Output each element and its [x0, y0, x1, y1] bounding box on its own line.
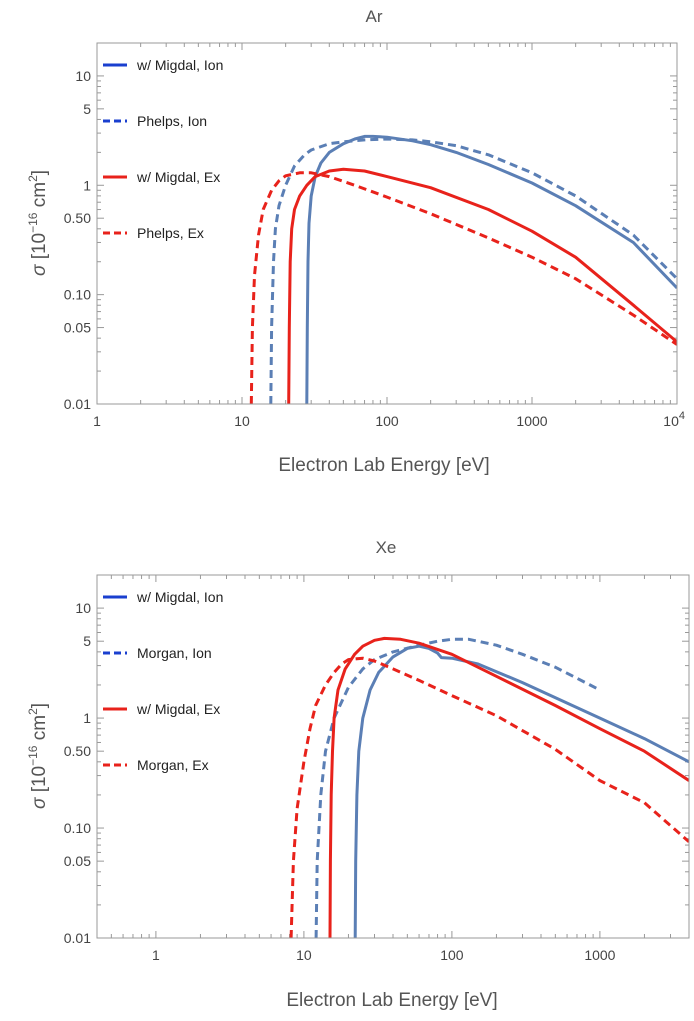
legend-label: Phelps, Ion	[137, 113, 207, 129]
series-line	[305, 134, 677, 404]
series-layer	[249, 134, 677, 404]
y-axis-label: σ [10−16 cm2]	[26, 170, 50, 276]
y-tick-label: 0.01	[64, 930, 91, 946]
ticks-layer	[96, 42, 678, 405]
y-tick-label: 1	[83, 710, 91, 726]
chart-title: Ar	[366, 7, 383, 26]
series-line	[314, 637, 601, 938]
x-tick-label: 10	[296, 947, 312, 963]
series-line	[289, 656, 689, 938]
legend-label: Phelps, Ex	[137, 225, 204, 241]
y-tick-label: 5	[83, 101, 91, 117]
x-tick-label: 1	[93, 413, 101, 429]
x-axis-label: Electron Lab Energy [eV]	[286, 990, 497, 1011]
series-line	[249, 171, 677, 404]
tick-labels-layer: 1 10 100 1000 0.01 0.05 0.10 0.50 1 5 10	[64, 600, 616, 963]
y-tick-label: 0.50	[64, 210, 91, 226]
chart-xe: Xe 1 10 100 1000 0.01 0.05 0.10 0.50 1 5 10 w/ Mig…	[26, 538, 690, 1011]
y-tick-label: 1	[83, 177, 91, 193]
y-axis-label: σ [10−16 cm2]	[26, 703, 50, 809]
legend-label: Morgan, Ex	[137, 757, 209, 773]
y-tick-label: 0.05	[64, 853, 91, 869]
x-tick-label: 100	[375, 413, 399, 429]
legend-label: w/ Migdal, Ex	[136, 169, 220, 185]
legend-label: Morgan, Ion	[137, 645, 212, 661]
y-tick-label: 0.50	[64, 743, 91, 759]
y-tick-label: 0.05	[64, 320, 91, 336]
x-tick-label: 1	[152, 947, 160, 963]
y-tick-label: 10	[75, 68, 91, 84]
plot-frame	[96, 574, 690, 939]
x-tick-label: 104	[663, 410, 685, 429]
chart-ar: Ar 1 10 100 1000 104 0.01 0.05 0.10 0.50 1 5 10 w/ …	[26, 7, 685, 476]
chart-title: Xe	[376, 538, 397, 557]
tick-labels-layer: 1 10 100 1000 104 0.01 0.05 0.10 0.50 1 5 10	[64, 68, 685, 429]
legend: w/ Migdal, Ion Morgan, Ion w/ Migdal, Ex Mo…	[103, 589, 223, 773]
x-tick-label: 1000	[584, 947, 615, 963]
series-line	[328, 636, 689, 938]
legend: w/ Migdal, Ion Phelps, Ion w/ Migdal, Ex Ph…	[103, 57, 223, 241]
y-tick-label: 0.10	[64, 287, 91, 303]
legend-label: w/ Migdal, Ion	[136, 57, 223, 73]
series-line	[269, 137, 677, 404]
y-tick-label: 0.01	[64, 396, 91, 412]
x-tick-label: 1000	[516, 413, 547, 429]
x-axis-label: Electron Lab Energy [eV]	[278, 455, 489, 476]
y-tick-label: 5	[83, 633, 91, 649]
x-tick-label: 10	[234, 413, 250, 429]
y-tick-label: 0.10	[64, 820, 91, 836]
legend-label: w/ Migdal, Ion	[136, 589, 223, 605]
plot-frame	[96, 42, 678, 405]
ticks-layer	[96, 574, 690, 939]
y-tick-label: 10	[75, 600, 91, 616]
series-line	[287, 167, 677, 404]
series-layer	[289, 636, 689, 938]
legend-label: w/ Migdal, Ex	[136, 701, 220, 717]
x-tick-label: 100	[440, 947, 464, 963]
